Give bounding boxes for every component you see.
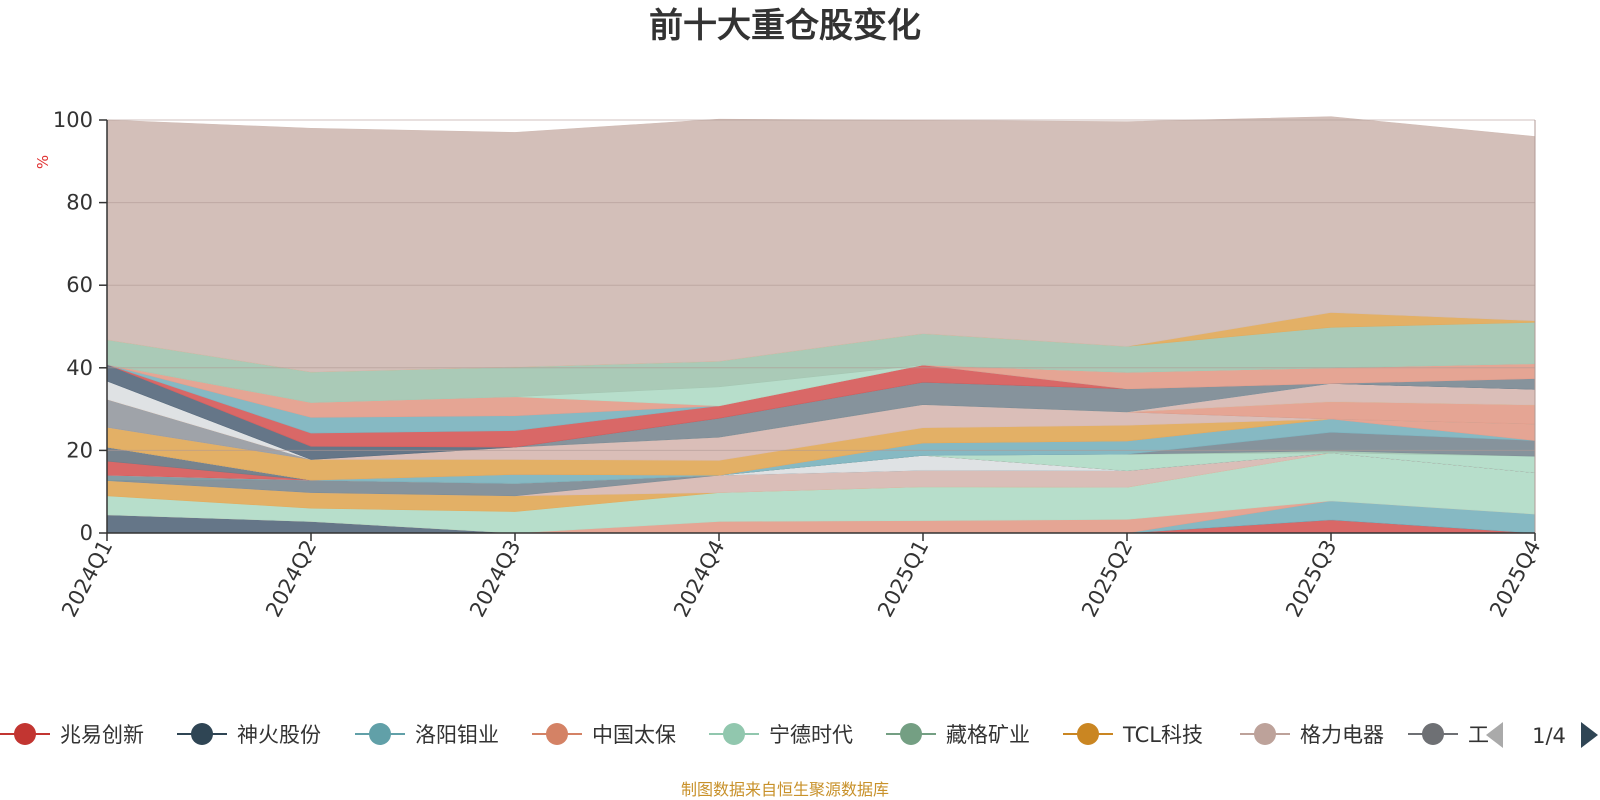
x-tick-label-2025Q1: 2025Q1 — [873, 536, 933, 621]
legend-item-8[interactable]: 格力电器 — [1240, 723, 1384, 747]
y-axis-unit: % — [34, 155, 52, 169]
legend-item-7[interactable]: TCL科技 — [1063, 723, 1203, 747]
legend-label: 兆易创新 — [60, 723, 144, 747]
legend-item-9[interactable]: 工 — [1408, 723, 1489, 747]
y-tick-label-0: 0 — [80, 521, 93, 545]
x-tick-label-2025Q2: 2025Q2 — [1077, 536, 1137, 621]
legend-item-5[interactable]: 宁德时代 — [709, 723, 853, 747]
legend-marker-icon — [900, 723, 922, 745]
legend-marker-icon — [1077, 723, 1099, 745]
legend-marker-icon — [191, 723, 213, 745]
legend-prev-icon[interactable] — [1486, 722, 1503, 748]
legend-marker-icon — [1254, 723, 1276, 745]
legend-marker-icon — [14, 723, 36, 745]
y-tick-label-80: 80 — [66, 191, 93, 215]
legend-label: 宁德时代 — [769, 723, 853, 747]
data-source-note: 制图数据来自恒生聚源数据库 — [681, 780, 889, 799]
x-tick-label-2024Q1: 2024Q1 — [57, 536, 117, 621]
area-series-group — [106, 116, 1536, 534]
legend-marker-icon — [1422, 723, 1444, 745]
legend-item-2[interactable]: 神火股份 — [177, 723, 321, 747]
y-tick-label-60: 60 — [66, 273, 93, 297]
legend-marker-icon — [723, 723, 745, 745]
legend-label: 中国太保 — [592, 723, 676, 747]
chart-title: 前十大重仓股变化 — [649, 6, 921, 46]
x-tick-label-2024Q4: 2024Q4 — [669, 536, 729, 621]
legend-marker-icon — [369, 723, 391, 745]
legend-next-icon[interactable] — [1581, 722, 1598, 748]
y-tick-label-40: 40 — [66, 356, 93, 380]
grid-lines — [107, 119, 1536, 533]
legend-label: 工 — [1468, 723, 1489, 747]
x-tick-label-2025Q4: 2025Q4 — [1485, 536, 1545, 621]
legend-label: 神火股份 — [237, 723, 321, 747]
legend[interactable]: 兆易创新 神火股份 洛阳钼业 中国太保 宁德时代 藏格矿业 TCL科技 格力电器 工 1/4 — [0, 722, 1598, 748]
legend-item-4[interactable]: 中国太保 — [532, 723, 676, 747]
legend-item-3[interactable]: 洛阳钼业 — [355, 723, 499, 747]
legend-item-1[interactable]: 兆易创新 — [0, 723, 144, 747]
legend-marker-icon — [546, 723, 568, 745]
x-tick-label-2024Q3: 2024Q3 — [465, 536, 525, 621]
legend-label: 藏格矿业 — [946, 723, 1030, 747]
legend-page-indicator: 1/4 — [1532, 724, 1566, 748]
legend-label: 格力电器 — [1300, 723, 1384, 747]
legend-label: 洛阳钼业 — [415, 723, 499, 747]
y-tick-label-100: 100 — [53, 108, 93, 132]
x-tick-label-2024Q2: 2024Q2 — [261, 536, 321, 621]
legend-label: TCL科技 — [1122, 723, 1203, 747]
legend-item-6[interactable]: 藏格矿业 — [886, 723, 1030, 747]
x-tick-label-2025Q3: 2025Q3 — [1281, 536, 1341, 621]
y-tick-label-20: 20 — [66, 438, 93, 462]
